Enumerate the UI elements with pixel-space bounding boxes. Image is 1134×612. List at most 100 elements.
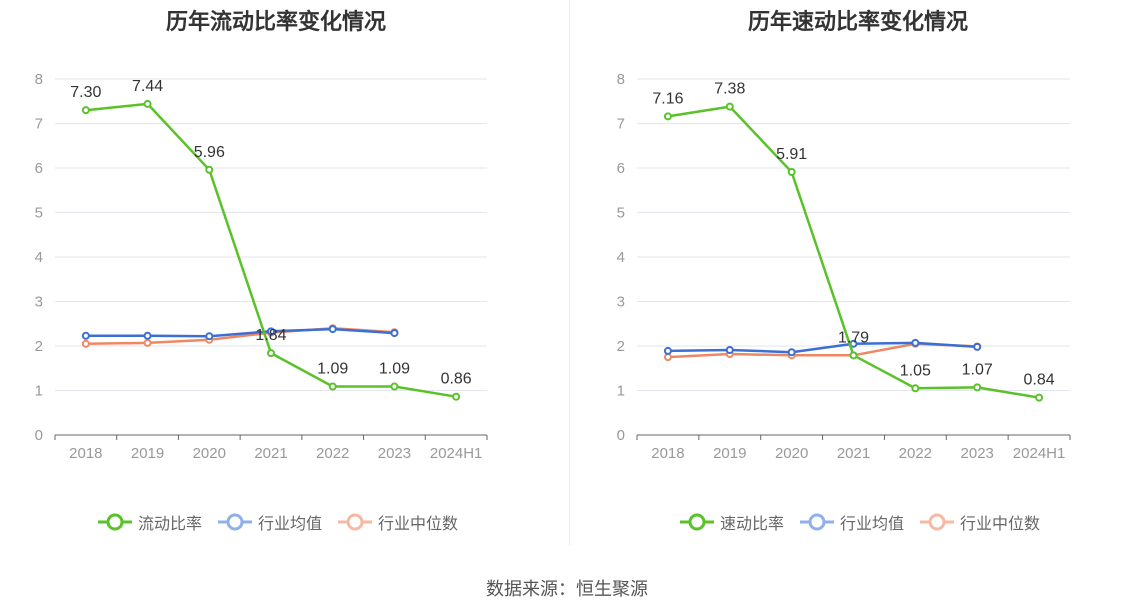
data-label: 0.86 (441, 371, 472, 388)
data-label: 1.84 (255, 327, 286, 344)
legend-label: 行业均值 (258, 516, 323, 533)
legend-item[interactable]: 行业中位数 (920, 510, 1040, 534)
data-point[interactable] (390, 382, 399, 391)
y-tick-label: 4 (35, 249, 43, 266)
x-tick-label: 2024H1 (430, 445, 483, 462)
data-point[interactable] (1035, 393, 1044, 402)
data-label: 7.38 (714, 81, 745, 98)
data-label: 1.05 (900, 362, 931, 379)
legend-item[interactable]: 流动比率 (98, 510, 202, 534)
data-point[interactable] (143, 99, 152, 108)
data-label: 1.07 (962, 361, 993, 378)
series-line (85, 327, 395, 338)
data-point[interactable] (205, 332, 214, 341)
legend-marker-icon (920, 513, 955, 531)
data-point[interactable] (725, 102, 734, 111)
data-point[interactable] (390, 329, 399, 338)
series-line (667, 341, 978, 354)
y-tick-label: 2 (35, 338, 43, 355)
y-tick-label: 8 (35, 71, 43, 88)
data-point[interactable] (973, 342, 982, 351)
data-point[interactable] (849, 351, 858, 360)
x-tick-label: 2022 (899, 445, 932, 462)
legend-item[interactable]: 行业均值 (218, 510, 322, 534)
data-point[interactable] (973, 383, 982, 392)
data-point[interactable] (725, 346, 734, 355)
data-point[interactable] (328, 325, 337, 334)
legend-label: 行业均值 (840, 516, 905, 533)
data-point[interactable] (143, 331, 152, 340)
data-label: 1.79 (838, 329, 869, 346)
data-point[interactable] (143, 338, 152, 347)
data-point[interactable] (452, 392, 461, 401)
data-point[interactable] (663, 112, 672, 121)
data-point[interactable] (328, 382, 337, 391)
x-tick-label: 2023 (961, 445, 994, 462)
x-tick-label: 2021 (837, 445, 870, 462)
x-tick-label: 2018 (651, 445, 684, 462)
y-tick-label: 4 (617, 249, 625, 266)
legend-marker-icon (680, 513, 714, 531)
y-tick-label: 6 (617, 160, 625, 177)
data-point[interactable] (81, 339, 90, 348)
legend-marker-icon (218, 513, 253, 531)
x-tick-label: 2019 (713, 445, 746, 462)
data-label: 5.91 (776, 146, 807, 163)
chart-divider (569, 0, 570, 545)
y-tick-label: 0 (617, 427, 625, 444)
current-ratio-chart: 0 1 2 3 4 5 6 7 8 2018 2019 2020 2021 2022 2023 2024H1 7… (35, 71, 488, 462)
chart-title-current-ratio: 历年流动比率变化情况 (165, 9, 386, 34)
y-tick-label: 2 (617, 338, 625, 355)
data-point[interactable] (787, 168, 796, 177)
current-ratio-legend: 流动比率 行业均值 行业中位数 (98, 510, 474, 534)
y-tick-label: 7 (35, 116, 43, 133)
legend-marker-icon (338, 513, 373, 531)
legend-item[interactable]: 行业均值 (800, 510, 904, 534)
data-point[interactable] (267, 349, 275, 358)
data-label: 1.09 (317, 360, 348, 377)
data-point[interactable] (205, 165, 214, 174)
data-label: 5.96 (194, 144, 225, 161)
x-tick-label: 2023 (378, 445, 411, 462)
data-point[interactable] (267, 327, 275, 336)
y-tick-label: 3 (35, 294, 43, 311)
data-point[interactable] (911, 384, 920, 393)
legend-marker-icon (800, 513, 835, 531)
data-source-note: 数据来源：恒生聚源 (486, 579, 648, 599)
data-label: 1.09 (379, 360, 410, 377)
legend-item[interactable]: 行业中位数 (338, 510, 458, 534)
data-point[interactable] (663, 346, 672, 355)
data-point[interactable] (663, 353, 672, 362)
chart-title-quick-ratio: 历年速动比率变化情况 (747, 9, 968, 34)
data-point[interactable] (787, 348, 796, 357)
data-point[interactable] (81, 331, 90, 340)
data-label: 7.30 (70, 84, 101, 101)
legend-marker-icon (98, 513, 132, 531)
y-tick-label: 0 (35, 427, 43, 444)
y-tick-label: 8 (617, 71, 625, 88)
legend-label: 速动比率 (720, 516, 785, 533)
data-label: 7.44 (132, 78, 163, 95)
x-tick-label: 2020 (775, 445, 808, 462)
x-tick-label: 2019 (131, 445, 164, 462)
x-tick-label: 2021 (254, 445, 287, 462)
y-tick-label: 7 (617, 116, 625, 133)
quick-ratio-legend: 速动比率 行业均值 行业中位数 (680, 510, 1056, 534)
x-tick-label: 2020 (193, 445, 226, 462)
y-tick-label: 5 (617, 205, 625, 222)
legend-label: 行业中位数 (378, 516, 459, 533)
y-tick-label: 1 (617, 383, 625, 400)
quick-ratio-chart: 0 1 2 3 4 5 6 7 8 2018 2019 2020 2021 2022 2023 2024H1 7… (617, 71, 1071, 462)
data-point[interactable] (81, 106, 90, 115)
data-point[interactable] (911, 338, 920, 347)
legend-label: 流动比率 (138, 516, 203, 533)
legend-item[interactable]: 速动比率 (680, 510, 784, 534)
data-label: 7.16 (652, 90, 683, 107)
x-tick-label: 2022 (316, 445, 349, 462)
y-tick-label: 3 (617, 294, 625, 311)
x-tick-label: 2018 (69, 445, 102, 462)
y-tick-label: 6 (35, 160, 43, 177)
y-tick-label: 1 (35, 383, 43, 400)
x-tick-label: 2024H1 (1013, 445, 1066, 462)
